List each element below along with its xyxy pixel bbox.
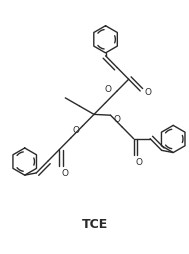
Text: O: O [104, 85, 111, 93]
Text: O: O [61, 169, 68, 178]
Text: O: O [136, 158, 143, 167]
Text: O: O [113, 115, 120, 124]
Text: O: O [144, 88, 151, 97]
Text: O: O [73, 126, 80, 135]
Text: TCE: TCE [81, 218, 108, 231]
